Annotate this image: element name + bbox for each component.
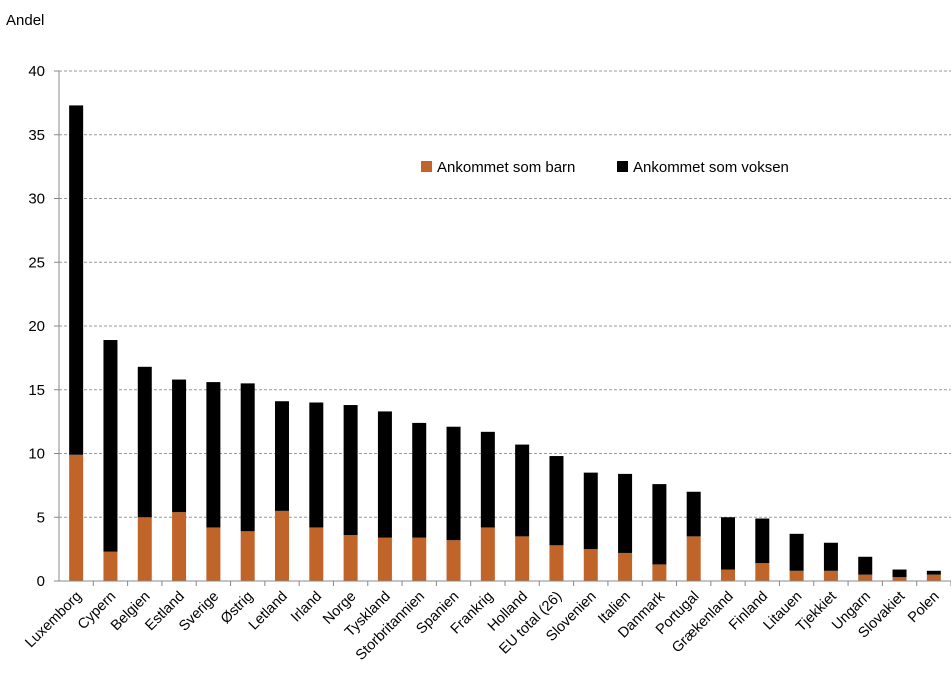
bar-segment-barn	[206, 527, 221, 581]
bar-segment-voksen	[309, 402, 324, 528]
bar-segment-barn	[275, 510, 289, 581]
bar-segment-barn	[446, 540, 461, 581]
y-tick-label: 35	[28, 127, 45, 144]
bar-segment-barn	[137, 517, 152, 581]
bar-segment-barn	[480, 527, 495, 581]
legend: Ankommet som barn Ankommet som voksen	[412, 148, 830, 192]
bar-segment-barn	[583, 549, 598, 581]
legend-swatch-voksen	[617, 161, 628, 172]
y-tick-label: 30	[28, 191, 45, 208]
legend-label-voksen: Ankommet som voksen	[633, 159, 789, 176]
legend-label-barn: Ankommet som barn	[437, 159, 575, 176]
bar-segment-barn	[652, 564, 667, 581]
bar-segment-voksen	[755, 518, 770, 564]
bar-segment-barn	[240, 531, 255, 581]
y-tick-label: 25	[28, 254, 45, 271]
bar-segment-barn	[412, 537, 427, 581]
bar-segment-voksen	[446, 426, 461, 541]
x-tick-label: Polen	[905, 589, 943, 627]
bar-segment-voksen	[515, 444, 530, 537]
y-tick-label: 15	[28, 382, 45, 399]
bar-segment-voksen	[480, 431, 495, 528]
x-tick-label: Irland	[288, 589, 325, 626]
bar-segment-voksen	[892, 569, 907, 578]
bar-segment-barn	[377, 537, 392, 581]
x-axis-labels: LuxemborgCypernBelgienEstlandSverigeØstr…	[22, 581, 951, 664]
bar-segment-barn	[823, 570, 838, 581]
x-tick-label: Letland	[246, 589, 291, 634]
bar-segment-voksen	[343, 405, 358, 536]
bar-segment-barn	[549, 545, 564, 581]
bar-segment-voksen	[412, 422, 427, 538]
bar-segment-voksen	[652, 484, 667, 565]
bar-segment-voksen	[618, 473, 633, 553]
y-tick-label: 40	[28, 63, 45, 80]
y-tick-label: 0	[37, 573, 45, 590]
bar-segment-barn	[309, 527, 324, 581]
bar-segment-barn	[686, 536, 701, 581]
bar-segment-barn	[892, 577, 907, 581]
bar-segment-voksen	[789, 533, 804, 571]
bar-segment-barn	[755, 563, 770, 581]
bar-segment-voksen	[137, 366, 152, 518]
bar-segment-voksen	[721, 517, 735, 570]
gridlines	[59, 70, 951, 518]
bar-segment-barn	[926, 574, 941, 581]
y-tick-label: 10	[28, 446, 45, 463]
bar-segment-barn	[515, 536, 530, 581]
bar-segment-voksen	[377, 411, 392, 538]
y-axis-ticks: 0 5 10 15 20 25 30 35 40	[28, 63, 60, 590]
bar-segment-voksen	[103, 340, 118, 552]
bar-segment-voksen	[858, 556, 873, 575]
bar-segment-voksen	[206, 382, 221, 528]
bar-segment-barn	[172, 512, 187, 581]
bar-segment-barn	[343, 535, 358, 581]
bar-segment-voksen	[583, 472, 598, 550]
bar-segment-barn	[858, 574, 873, 581]
bar-segment-barn	[103, 551, 118, 581]
bar-segment-voksen	[686, 491, 701, 537]
y-tick-label: 5	[37, 509, 45, 526]
y-axis-title: Andel	[6, 12, 44, 29]
bar-segment-barn	[618, 552, 633, 581]
bar-segment-barn	[721, 569, 735, 581]
legend-swatch-barn	[421, 161, 432, 172]
bar-segment-voksen	[69, 105, 84, 455]
y-tick-label: 20	[28, 318, 45, 335]
bar-segment-voksen	[240, 383, 255, 532]
bar-segment-voksen	[926, 570, 941, 575]
bar-segment-barn	[789, 570, 804, 581]
bar-segment-voksen	[275, 401, 289, 511]
bar-segment-voksen	[549, 456, 564, 546]
bars	[69, 105, 941, 581]
bar-segment-voksen	[823, 542, 838, 571]
bar-segment-barn	[69, 454, 84, 581]
bar-segment-voksen	[172, 379, 187, 513]
